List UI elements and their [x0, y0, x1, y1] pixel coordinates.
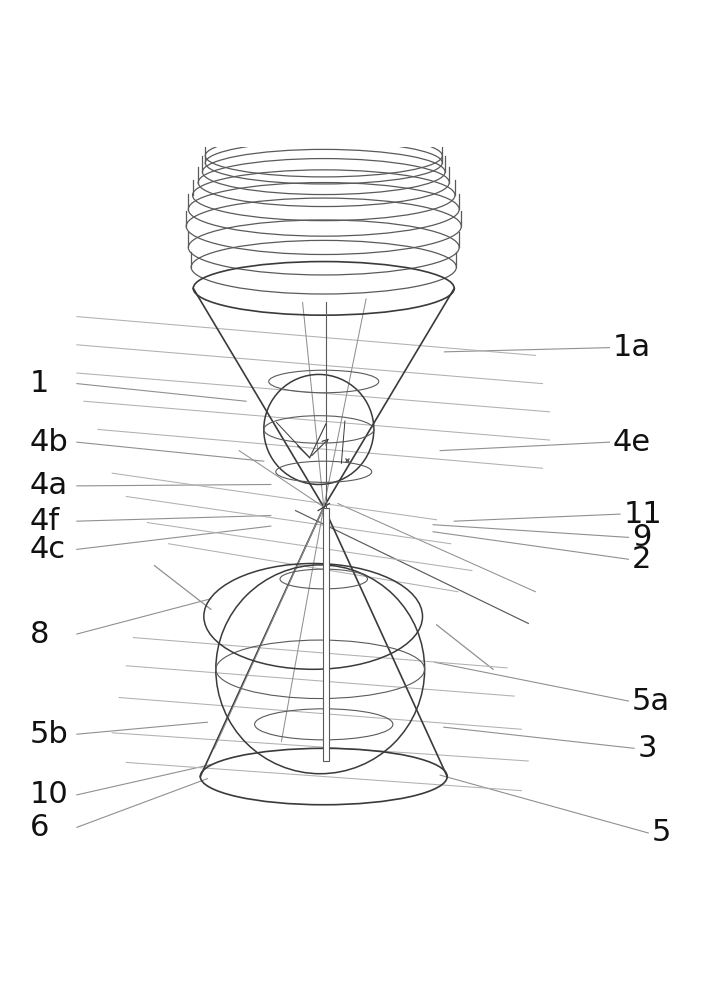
Text: 4f: 4f	[30, 507, 60, 536]
Text: 4c: 4c	[30, 535, 65, 564]
Bar	[323, 508, 328, 761]
Text: 2: 2	[632, 545, 651, 574]
Text: 9: 9	[632, 523, 651, 552]
Text: 3: 3	[638, 734, 657, 763]
Text: 11: 11	[624, 500, 663, 529]
Text: 6: 6	[30, 813, 49, 842]
Text: 5: 5	[652, 818, 671, 847]
Text: 8: 8	[30, 620, 49, 649]
Text: 5a: 5a	[632, 687, 670, 716]
Text: 4a: 4a	[30, 471, 68, 500]
Text: 1a: 1a	[613, 333, 651, 362]
Text: 10: 10	[30, 780, 68, 809]
Text: 1: 1	[30, 369, 49, 398]
Text: 4b: 4b	[30, 428, 68, 457]
Text: 5b: 5b	[30, 720, 68, 749]
Text: 4e: 4e	[613, 428, 651, 457]
